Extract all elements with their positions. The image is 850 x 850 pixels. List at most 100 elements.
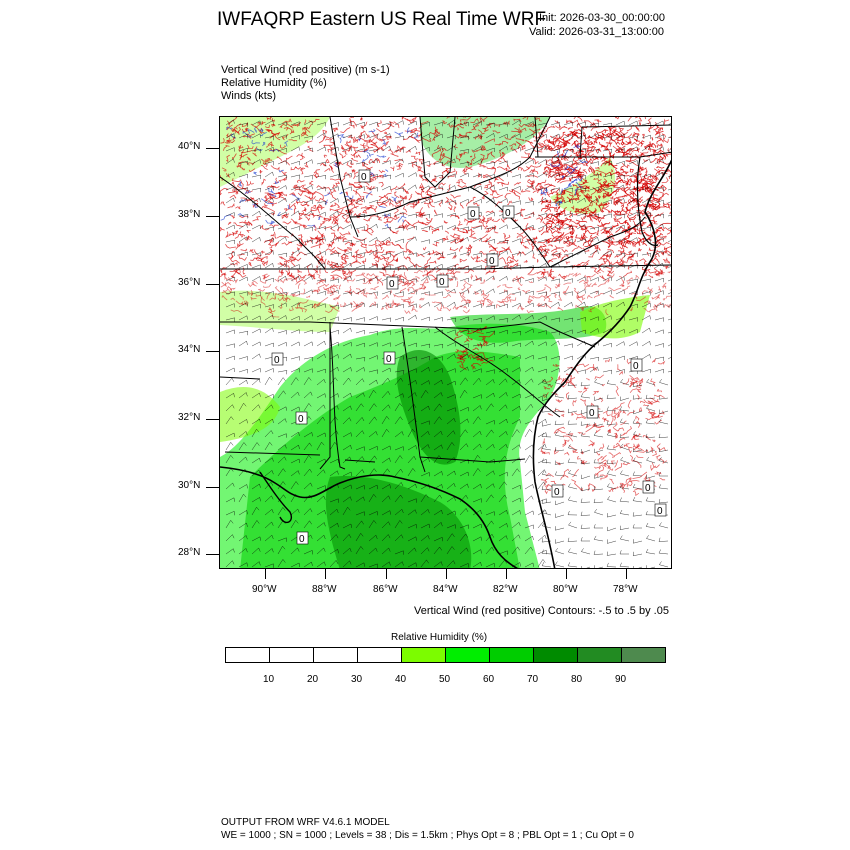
vertical-wind-contour: [459, 117, 471, 123]
wind-barb: [567, 537, 578, 542]
vertical-wind-contour: [308, 118, 320, 123]
vertical-wind-contour: [562, 148, 573, 154]
vertical-wind-contour: [362, 292, 373, 295]
vertical-wind-contour: [291, 256, 297, 261]
wind-barb: [485, 197, 495, 204]
wind-barb: [541, 444, 552, 451]
vertical-wind-contour: [627, 253, 635, 260]
vertical-wind-contour: [527, 178, 535, 184]
vertical-wind-contour: [526, 175, 539, 178]
vertical-wind-contour: [480, 299, 485, 303]
vertical-wind-contour: [543, 129, 549, 134]
wind-barb: [264, 534, 274, 542]
vertical-wind-contour: [266, 158, 271, 161]
vertical-wind-contour: [304, 119, 307, 125]
wind-barb: [264, 250, 274, 256]
vertical-wind-contour: [586, 273, 596, 282]
wind-barb: [316, 561, 326, 568]
vertical-wind-contour: [583, 194, 589, 200]
wind-barb: [485, 226, 496, 231]
vertical-wind-contour: [336, 208, 344, 214]
vertical-wind-contour: [382, 138, 387, 145]
vertical-wind-contour: [459, 329, 471, 333]
vertical-wind-contour: [595, 148, 602, 154]
vertical-wind-contour: [220, 193, 222, 196]
vertical-wind-contour: [570, 227, 575, 234]
vertical-wind-contour: [325, 137, 334, 141]
wind-barb: [264, 563, 274, 568]
vertical-wind-contour: [629, 454, 635, 462]
vertical-wind-contour: [420, 187, 425, 193]
vertical-wind-contour: [237, 213, 245, 217]
wind-barb: [264, 291, 274, 296]
wind-barb: [524, 354, 534, 360]
vertical-wind-contour: [392, 299, 398, 305]
vertical-wind-contour: [561, 149, 568, 157]
wind-barb: [667, 240, 671, 243]
wind-barb: [667, 215, 671, 217]
vertical-wind-contour: [503, 233, 507, 240]
wind-barb: [290, 226, 300, 231]
vertical-wind-contour: [315, 191, 324, 200]
vertical-wind-contour: [480, 117, 488, 122]
wind-barb: [580, 486, 591, 492]
vertical-wind-contour: [612, 426, 620, 432]
wind-barb: [485, 562, 495, 568]
vertical-wind-contour: [221, 167, 227, 172]
wind-barb: [459, 377, 468, 386]
vertical-wind-contour: [475, 117, 483, 127]
vertical-wind-contour: [632, 191, 638, 198]
vertical-wind-contour: [470, 274, 474, 281]
wind-barb: [658, 447, 669, 453]
vertical-wind-contour: [581, 142, 589, 145]
wind-barb: [628, 197, 638, 204]
vertical-wind-contour: [378, 169, 386, 174]
wind-barb: [641, 173, 651, 179]
vertical-wind-contour: [601, 454, 607, 461]
wind-barb: [394, 291, 404, 296]
vertical-wind-contour: [628, 480, 640, 483]
vertical-wind-contour: [549, 268, 554, 273]
wind-barb: [485, 392, 495, 399]
colorbar-label: 10: [263, 674, 275, 685]
vertical-wind-contour: [670, 152, 671, 153]
vertical-wind-contour: [364, 250, 375, 254]
vertical-wind-contour: [536, 302, 543, 307]
vertical-wind-contour: [615, 238, 624, 246]
vertical-wind-contour: [563, 178, 577, 190]
wind-barb: [524, 524, 534, 529]
vertical-wind-contour: [555, 283, 561, 288]
vertical-wind-contour: [289, 192, 297, 197]
wind-barb: [537, 263, 547, 269]
wind-barb: [433, 186, 443, 191]
vertical-wind-contour: [455, 171, 458, 175]
wind-barb: [537, 458, 547, 464]
vertical-wind-contour: [594, 473, 599, 478]
wind-barb: [485, 546, 495, 555]
wind-barb: [251, 133, 261, 139]
vertical-wind-contour: [593, 178, 602, 182]
wind-barb: [316, 161, 327, 167]
wind-barb: [654, 120, 664, 126]
vertical-wind-contour: [522, 244, 529, 249]
vertical-wind-contour: [597, 279, 609, 288]
vertical-wind-contour: [249, 248, 254, 254]
vertical-wind-contour: [223, 145, 230, 151]
wind-barb: [251, 148, 262, 154]
vertical-wind-contour: [244, 127, 250, 132]
vertical-wind-contour: [605, 266, 614, 271]
vertical-wind-contour: [549, 221, 555, 228]
vertical-wind-contour: [343, 269, 357, 275]
vertical-wind-contour: [566, 243, 578, 247]
wind-barb: [594, 474, 604, 479]
vertical-wind-contour: [578, 279, 592, 287]
vertical-wind-contour: [377, 174, 384, 179]
colorbar-title: Relative Humidity (%): [391, 632, 488, 643]
wind-barb: [420, 430, 430, 438]
vertical-wind-contour: [405, 241, 409, 251]
vertical-wind-contour: [504, 193, 511, 199]
vertical-wind-contour: [583, 179, 587, 185]
vertical-wind-contour: [428, 225, 434, 229]
vertical-wind-contour: [418, 304, 422, 309]
wind-barb: [342, 484, 352, 490]
